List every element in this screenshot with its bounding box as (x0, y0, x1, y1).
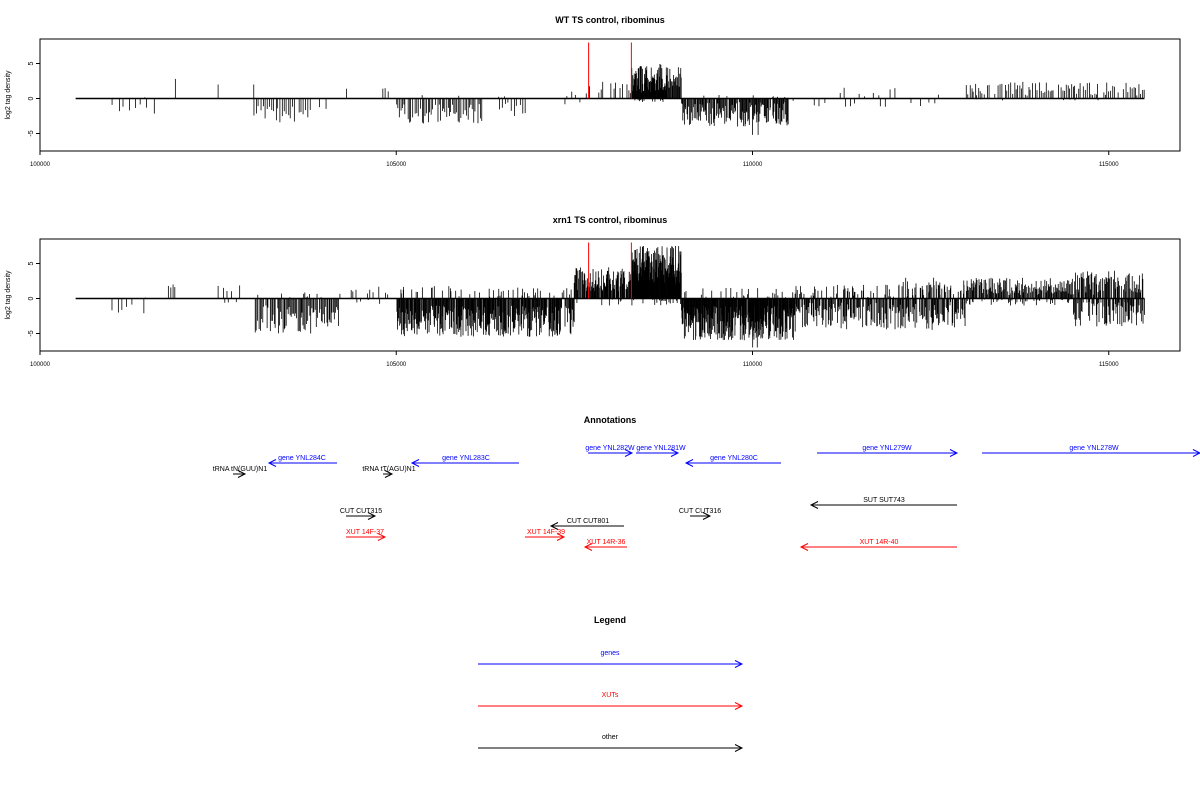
legend-label: XUTs (602, 692, 619, 699)
arrow-head (583, 543, 593, 551)
annotation-feature: CUT CUT315 (340, 508, 382, 520)
annotation-label: CUT CUT316 (679, 508, 721, 515)
annotation-feature: gene YNL282W (585, 445, 635, 457)
annotation-label: CUT CUT801 (567, 518, 609, 525)
plot-frame (39, 38, 1181, 152)
annotation-feature: gene YNL281W (636, 445, 686, 457)
x-tick-label: 110000 (743, 162, 763, 168)
annotation-feature: gene YNL283C (410, 455, 519, 467)
annotation-feature: gene YNL280C (684, 455, 781, 467)
y-axis-label: log2 tag density (5, 270, 12, 320)
arrow-head (410, 459, 420, 467)
annotation-feature: CUT CUT316 (679, 508, 721, 520)
arrow-head (684, 459, 694, 467)
legend: Legend genes XUTs other (478, 615, 744, 752)
arrow-head (384, 470, 394, 478)
annotation-label: tRNA tN(GUU)N1 (213, 466, 268, 473)
annotation-label: XUT 14F-39 (527, 529, 565, 536)
legend-entry: XUTs (478, 692, 744, 710)
annotation-feature: gene YNL279W (817, 445, 959, 457)
arrow-head (702, 512, 712, 520)
signal-panel-2: xrn1 TS control, ribominus log2 tag densi… (5, 215, 1181, 368)
arrow-head (237, 470, 247, 478)
legend-title: Legend (594, 615, 626, 625)
x-tick-label: 100000 (30, 162, 51, 168)
annotation-label: gene YNL279W (862, 445, 912, 452)
arrow-head (799, 543, 809, 551)
annotations-track: Annotations gene YNL284C tRNA tN(GUU)N1 ge… (213, 415, 1200, 551)
arrow-head (549, 522, 559, 530)
annotation-feature: XUT 14R-36 (583, 539, 627, 551)
plot-frame (39, 238, 1181, 352)
arrow-head (734, 744, 744, 752)
annotation-feature: XUT 14F-37 (346, 529, 387, 541)
arrow-head (377, 533, 387, 541)
annotation-label: gene YNL282W (585, 445, 635, 452)
y-tick-label: -5 (28, 330, 35, 336)
annotation-feature: XUT 14R-40 (799, 539, 957, 551)
signal-panel-1: WT TS control, ribominus log2 tag density… (5, 15, 1181, 168)
arrow-head (670, 449, 680, 457)
x-tick-label: 115000 (1099, 362, 1119, 368)
y-tick-label: 0 (28, 96, 35, 100)
annotation-label: gene YNL280C (710, 455, 758, 462)
annotation-label: gene YNL284C (278, 455, 326, 462)
x-tick-label: 105000 (386, 362, 407, 368)
annotation-feature: gene YNL278W (982, 445, 1200, 457)
annotation-label: XUT 14R-40 (860, 539, 899, 546)
arrow-head (809, 501, 819, 509)
annotation-label: CUT CUT315 (340, 508, 382, 515)
arrow-head (267, 459, 277, 467)
annotation-label: SUT SUT743 (863, 497, 905, 504)
arrow-head (556, 533, 566, 541)
x-tick-label: 100000 (30, 362, 51, 368)
y-tick-label: 5 (28, 261, 35, 265)
arrow-head (624, 449, 634, 457)
annotation-label: gene YNL281W (636, 445, 686, 452)
x-tick-label: 110000 (743, 362, 763, 368)
annotation-label: XUT 14F-37 (346, 529, 384, 536)
x-tick-label: 115000 (1099, 162, 1119, 168)
panel-title: WT TS control, ribominus (555, 15, 665, 25)
arrow-head (734, 660, 744, 668)
annotation-feature: CUT CUT801 (549, 518, 624, 530)
y-axis-label: log2 tag density (5, 70, 12, 120)
annotations-title: Annotations (584, 415, 637, 425)
annotation-feature: tRNA tT(AGU)N1 (362, 466, 416, 478)
annotation-label: gene YNL283C (442, 455, 490, 462)
panel-title: xrn1 TS control, ribominus (553, 215, 668, 225)
y-tick-label: -5 (28, 130, 35, 136)
legend-label: other (602, 734, 619, 741)
annotation-feature: XUT 14F-39 (525, 529, 566, 541)
arrow-head (1192, 449, 1200, 457)
signal-panels: WT TS control, ribominus log2 tag density… (5, 15, 1181, 368)
legend-entry: genes (478, 650, 744, 668)
x-tick-label: 105000 (386, 162, 407, 168)
annotation-label: XUT 14R-36 (587, 539, 626, 546)
arrow-head (734, 702, 744, 710)
annotation-label: tRNA tT(AGU)N1 (362, 466, 415, 473)
annotation-feature: tRNA tN(GUU)N1 (213, 466, 268, 478)
y-tick-label: 0 (28, 296, 35, 300)
signal-bars (111, 63, 1145, 135)
annotation-label: gene YNL278W (1069, 445, 1119, 452)
y-tick-label: 5 (28, 61, 35, 65)
annotation-feature: gene YNL284C (267, 455, 337, 467)
legend-entry: other (478, 734, 744, 752)
signal-bars (111, 246, 1145, 348)
annotation-feature: SUT SUT743 (809, 497, 957, 509)
legend-label: genes (600, 650, 620, 657)
arrow-head (367, 512, 377, 520)
arrow-head (949, 449, 959, 457)
